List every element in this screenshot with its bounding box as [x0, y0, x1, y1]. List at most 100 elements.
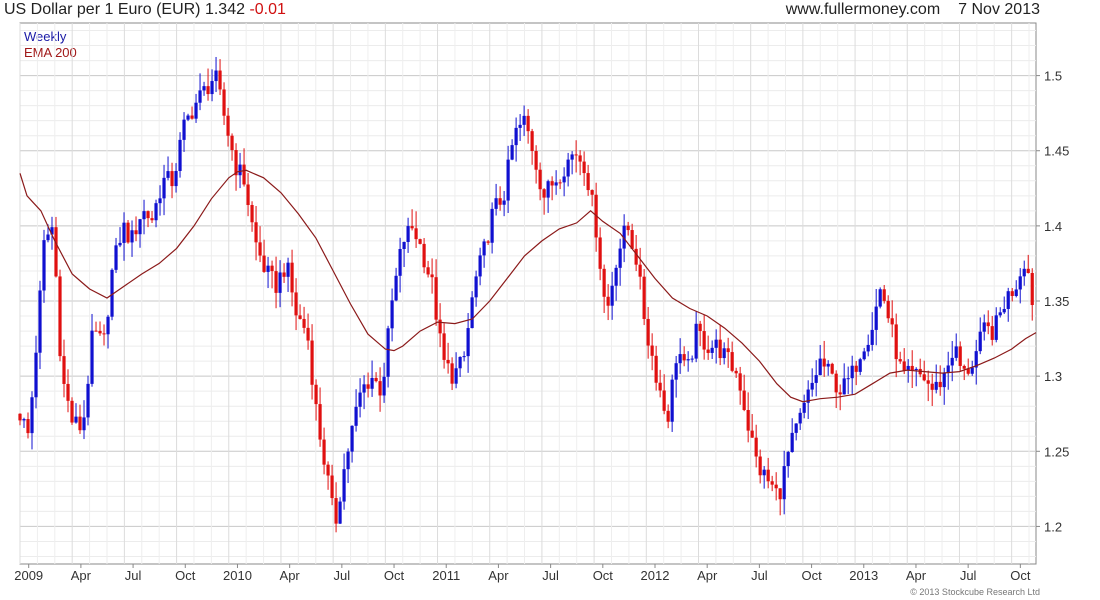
bar-body — [886, 300, 890, 319]
bar-body — [878, 289, 882, 307]
bar-body — [906, 365, 910, 371]
bar-body — [318, 404, 322, 440]
bar-body — [1026, 268, 1030, 273]
bar-body — [542, 189, 546, 198]
bar-body — [982, 322, 986, 332]
bar-body — [142, 211, 146, 220]
bar-body — [18, 413, 22, 421]
bar-body — [34, 352, 38, 398]
bar-body — [78, 416, 82, 431]
bar-body — [322, 439, 326, 465]
bar-body — [346, 451, 350, 470]
bar-body — [926, 380, 930, 384]
bar-body — [530, 131, 534, 152]
bar-body — [754, 437, 758, 457]
x-tick-label: Jul — [960, 568, 977, 583]
ema-200-line — [19, 169, 1037, 403]
bar-body — [134, 230, 138, 235]
bar-body — [946, 365, 950, 374]
bar-body — [514, 127, 518, 146]
bar-body — [178, 139, 182, 171]
bar-body — [902, 361, 906, 371]
y-tick-label: 1.25 — [1044, 444, 1069, 459]
site-link[interactable]: www.fullermoney.com — [785, 1, 941, 18]
bar-body — [42, 240, 46, 291]
bar-body — [686, 359, 690, 361]
bar-body — [390, 300, 394, 329]
y-tick-label: 1.3 — [1044, 369, 1062, 384]
bar-body — [338, 501, 342, 524]
bar-body — [150, 218, 154, 221]
y-tick-label: 1.5 — [1044, 69, 1062, 84]
bar-body — [974, 351, 978, 368]
bar-body — [802, 402, 806, 413]
bar-body — [486, 241, 490, 243]
bar-body — [186, 115, 190, 120]
bar-body — [162, 177, 166, 199]
bar-body — [154, 203, 158, 221]
bar-body — [146, 211, 150, 219]
bar-body — [842, 378, 846, 395]
copyright-notice: © 2013 Stockcube Research Ltd — [910, 587, 1040, 597]
bar-body — [158, 198, 162, 204]
bar-body — [118, 242, 122, 246]
bar-body — [402, 241, 406, 249]
bar-body — [850, 365, 854, 379]
x-tick-label: Oct — [384, 568, 405, 583]
bar-body — [814, 375, 818, 383]
bar-body — [994, 315, 998, 340]
bar-body — [218, 70, 222, 90]
bar-body — [330, 475, 334, 499]
x-tick-label: 2010 — [223, 568, 252, 583]
bar-body — [986, 322, 990, 327]
bar-body — [666, 410, 670, 422]
bar-body — [342, 469, 346, 502]
bar-body — [406, 226, 410, 242]
bar-body — [206, 86, 210, 95]
bar-body — [62, 356, 66, 384]
bar-body — [506, 159, 510, 201]
bar-body — [426, 267, 430, 275]
bar-body — [98, 330, 102, 334]
price-change: -0.01 — [249, 1, 286, 18]
bar-body — [418, 239, 422, 244]
bar-body — [398, 248, 402, 276]
bar-body — [54, 227, 58, 277]
y-tick-label: 1.2 — [1044, 519, 1062, 534]
bar-body — [658, 382, 662, 391]
x-axis-ticks: 2009 Apr Jul Oct 2010 Apr Jul Oct 2011 Apr Jul Oct 2… — [14, 564, 1031, 583]
bar-body — [646, 318, 650, 346]
bar-body — [1010, 291, 1014, 296]
bar-body — [314, 384, 318, 405]
bar-body — [586, 173, 590, 191]
bar-body — [690, 358, 694, 360]
bar-body — [458, 356, 462, 369]
bar-body — [742, 390, 746, 410]
bar-body — [242, 164, 246, 185]
bar-body — [238, 164, 242, 176]
bar-body — [38, 290, 42, 353]
bar-body — [670, 379, 674, 422]
legend-weekly: Weekly — [24, 29, 67, 44]
bar-body — [58, 276, 62, 357]
bar-body — [442, 333, 446, 360]
bar-body — [394, 275, 398, 301]
bar-body — [102, 333, 106, 335]
bar-body — [622, 225, 626, 249]
bar-body — [378, 381, 382, 396]
bar-body — [566, 159, 570, 177]
bar-body — [546, 181, 550, 198]
bar-body — [510, 145, 514, 160]
bar-body — [722, 348, 726, 359]
bar-body — [1006, 291, 1010, 309]
bar-body — [550, 181, 554, 186]
bar-body — [638, 264, 642, 277]
bar-body — [574, 154, 578, 156]
bar-body — [194, 102, 198, 119]
bar-body — [1018, 276, 1022, 290]
bar-body — [422, 243, 426, 268]
bar-body — [678, 354, 682, 364]
bar-body — [454, 368, 458, 384]
bar-body — [354, 406, 358, 426]
